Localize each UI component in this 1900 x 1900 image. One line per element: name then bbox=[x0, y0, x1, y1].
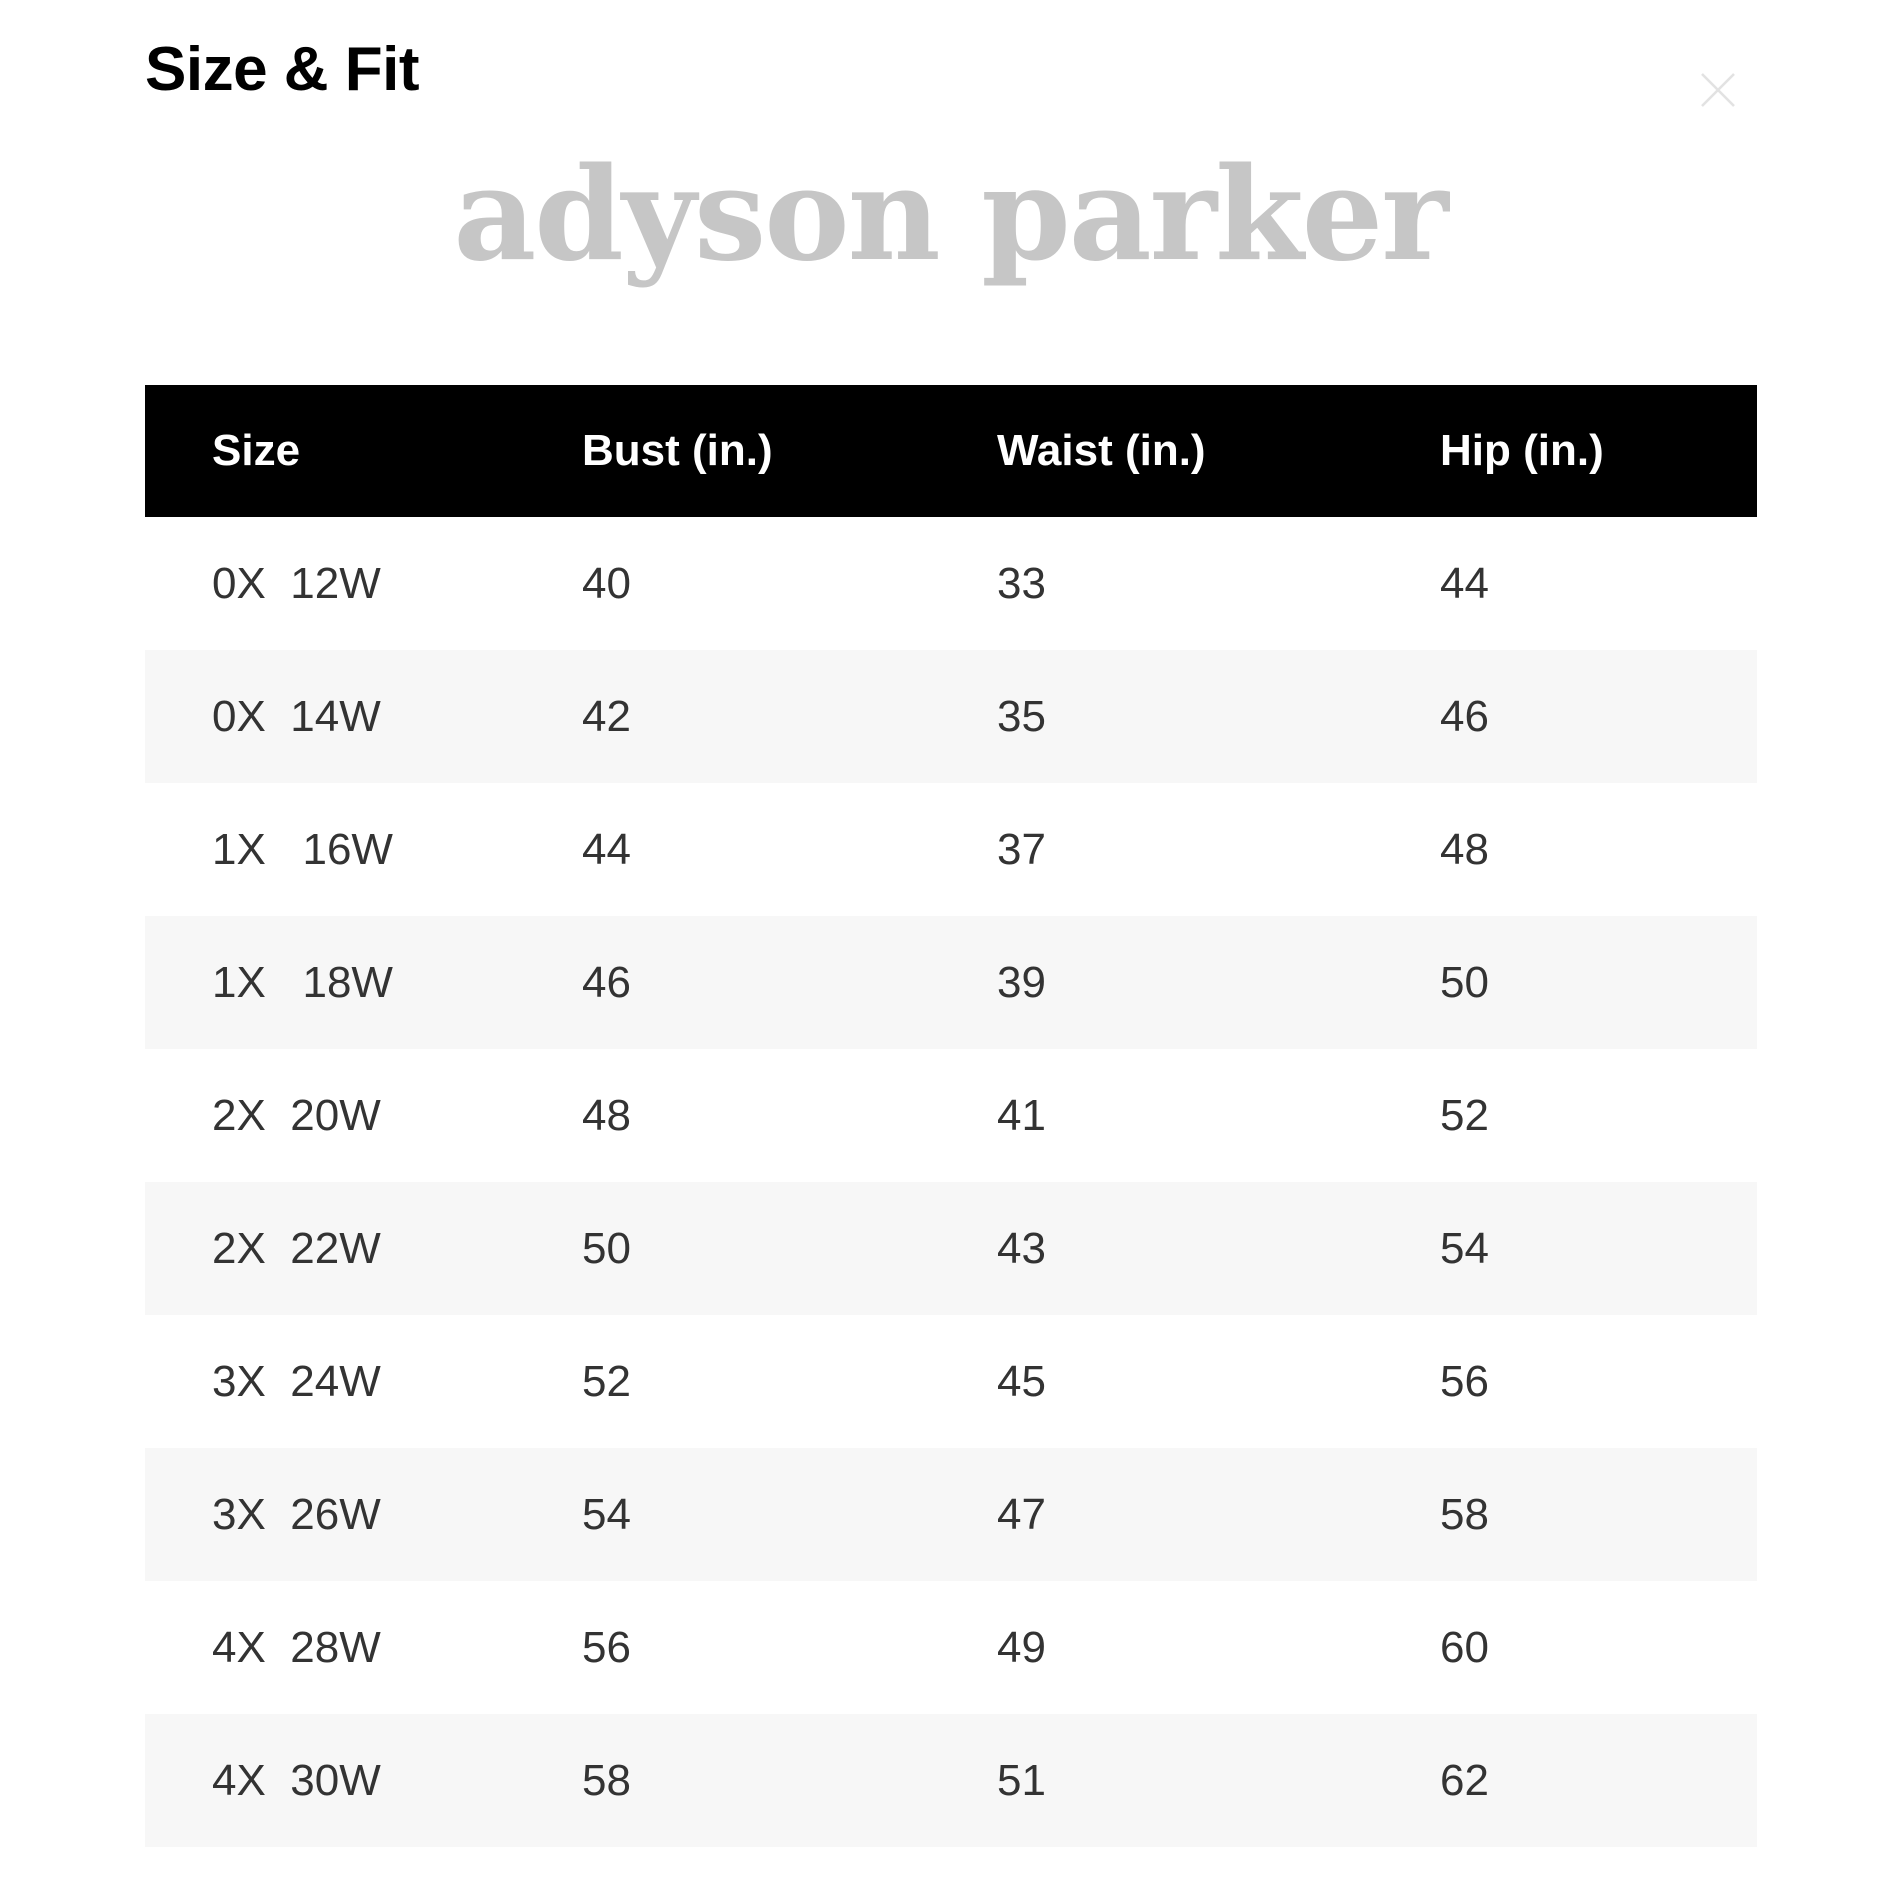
cell-size: 4X 28W bbox=[212, 1622, 381, 1672]
cell-bust: 40 bbox=[582, 558, 631, 608]
table-row: 0X 12W 40 33 44 bbox=[145, 517, 1757, 650]
cell-waist: 39 bbox=[997, 916, 1440, 1049]
cell-waist: 43 bbox=[997, 1182, 1440, 1315]
cell-hip: 62 bbox=[1440, 1714, 1757, 1847]
cell-size: 0X 12W bbox=[212, 558, 381, 608]
cell-waist: 49 bbox=[997, 1622, 1046, 1672]
modal-title: Size & Fit bbox=[145, 35, 420, 104]
cell-bust: 46 bbox=[582, 916, 997, 1049]
cell-waist: 37 bbox=[997, 824, 1046, 874]
table-row: 0X 14W 42 35 46 bbox=[145, 650, 1757, 783]
table-row: 1X 16W 44 37 48 bbox=[145, 783, 1757, 916]
size-chart-table: Size Bust (in.) Waist (in.) Hip (in.) 0X… bbox=[145, 385, 1757, 1847]
cell-hip: 46 bbox=[1440, 650, 1757, 783]
cell-waist: 35 bbox=[997, 650, 1440, 783]
cell-bust: 54 bbox=[582, 1448, 997, 1581]
table-row: 4X 30W 58 51 62 bbox=[145, 1714, 1757, 1847]
cell-size: 2X 20W bbox=[212, 1090, 381, 1140]
table-row: 1X 18W 46 39 50 bbox=[145, 916, 1757, 1049]
table-row: 2X 22W 50 43 54 bbox=[145, 1182, 1757, 1315]
header-bust: Bust (in.) bbox=[582, 385, 997, 517]
cell-bust: 56 bbox=[582, 1622, 631, 1672]
cell-hip: 50 bbox=[1440, 916, 1757, 1049]
cell-hip: 60 bbox=[1440, 1622, 1489, 1672]
cell-hip: 58 bbox=[1440, 1448, 1757, 1581]
cell-size: 1X 18W bbox=[145, 916, 582, 1049]
cell-bust: 50 bbox=[582, 1182, 997, 1315]
header-waist: Waist (in.) bbox=[997, 385, 1440, 517]
table-header-row: Size Bust (in.) Waist (in.) Hip (in.) bbox=[145, 385, 1757, 517]
cell-waist: 33 bbox=[997, 558, 1046, 608]
cell-bust: 58 bbox=[582, 1714, 997, 1847]
cell-size: 3X 24W bbox=[212, 1356, 381, 1406]
cell-size: 0X 14W bbox=[145, 650, 582, 783]
cell-hip: 54 bbox=[1440, 1182, 1757, 1315]
cell-waist: 51 bbox=[997, 1714, 1440, 1847]
cell-hip: 48 bbox=[1440, 824, 1489, 874]
cell-size: 1X 16W bbox=[212, 824, 393, 874]
table-row: 4X 28W 56 49 60 bbox=[145, 1581, 1757, 1714]
cell-hip: 44 bbox=[1440, 558, 1489, 608]
cell-waist: 41 bbox=[997, 1090, 1046, 1140]
table-row: 3X 24W 52 45 56 bbox=[145, 1315, 1757, 1448]
close-button[interactable] bbox=[1698, 70, 1738, 110]
cell-waist: 45 bbox=[997, 1356, 1046, 1406]
cell-size: 2X 22W bbox=[145, 1182, 582, 1315]
cell-bust: 52 bbox=[582, 1356, 631, 1406]
cell-size: 4X 30W bbox=[145, 1714, 582, 1847]
header-size: Size bbox=[145, 385, 582, 517]
close-icon[interactable] bbox=[1698, 70, 1738, 110]
cell-size: 3X 26W bbox=[145, 1448, 582, 1581]
header-hip: Hip (in.) bbox=[1440, 385, 1757, 517]
cell-bust: 42 bbox=[582, 650, 997, 783]
cell-waist: 47 bbox=[997, 1448, 1440, 1581]
cell-hip: 52 bbox=[1440, 1090, 1489, 1140]
table-row: 2X 20W 48 41 52 bbox=[145, 1049, 1757, 1182]
table-row: 3X 26W 54 47 58 bbox=[145, 1448, 1757, 1581]
cell-bust: 44 bbox=[582, 824, 631, 874]
cell-bust: 48 bbox=[582, 1090, 631, 1140]
brand-logo: adyson parker bbox=[453, 140, 1448, 290]
cell-hip: 56 bbox=[1440, 1356, 1489, 1406]
